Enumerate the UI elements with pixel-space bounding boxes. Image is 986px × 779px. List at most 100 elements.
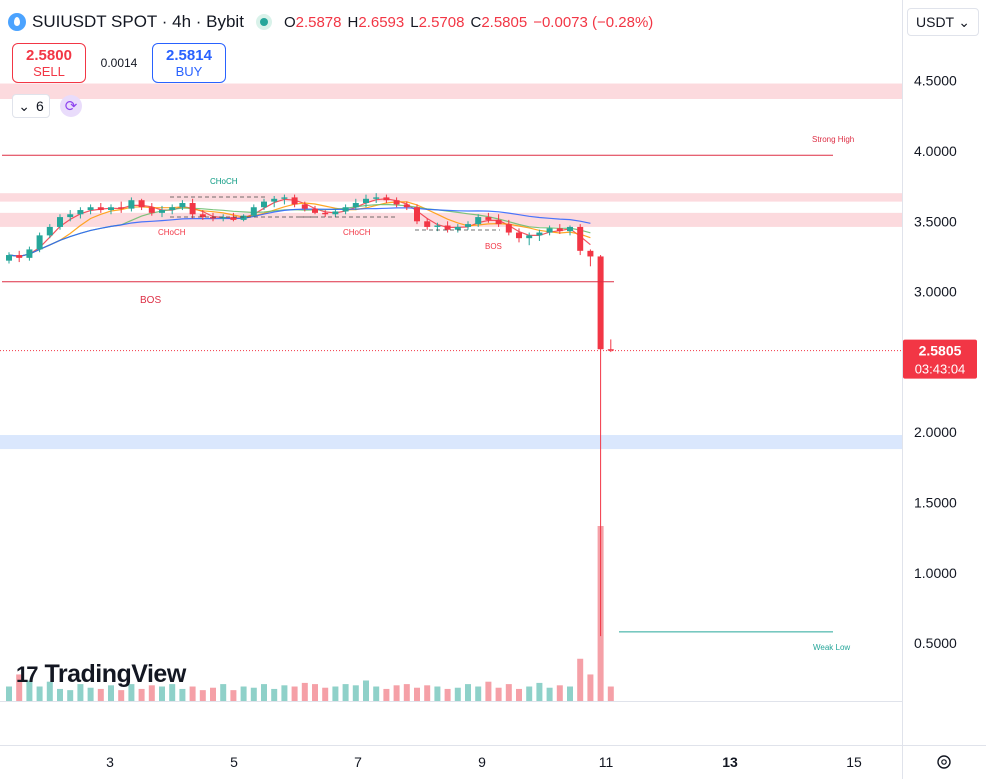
candle-body (271, 198, 278, 202)
candle-body (240, 215, 247, 220)
sell-button[interactable]: 2.5800 SELL (12, 43, 86, 83)
symbol-title[interactable]: SUIUSDT SPOT · 4h · Bybit (32, 12, 244, 31)
volume-bar (342, 684, 349, 701)
buy-button[interactable]: 2.5814 BUY (152, 43, 226, 83)
candle-body (138, 200, 145, 208)
price-tick-label: 3.5000 (914, 213, 957, 229)
chevron-down-icon: ⌄ (18, 97, 30, 114)
candle-body (352, 203, 359, 208)
tradingview-logo[interactable]: 17 TradingView (16, 660, 186, 689)
volume-bar (6, 686, 12, 701)
candle-body (383, 197, 390, 201)
candle-body (597, 256, 604, 350)
candle-body (57, 217, 63, 227)
candle-body (67, 214, 74, 218)
moving-average-blue (8, 207, 591, 258)
volume-bar (577, 658, 584, 701)
volume-bar (220, 684, 227, 701)
candle-body (220, 217, 227, 219)
candle-body (291, 197, 298, 205)
buy-price: 2.5814 (166, 47, 212, 64)
volume-bar (332, 686, 339, 701)
refresh-icon[interactable]: ⟳ (60, 95, 82, 117)
volume-bar (87, 687, 94, 701)
ohlc-open-value: 2.5878 (295, 13, 342, 31)
bos-annotation: BOS (485, 242, 502, 251)
candle-body (607, 349, 614, 351)
volume-bar (26, 680, 33, 701)
volume-bar (383, 688, 390, 701)
volume-bar (475, 686, 482, 701)
candle-body (6, 255, 12, 261)
volume-bar (373, 686, 380, 701)
volume-bar (46, 681, 53, 701)
candle-body (16, 255, 23, 258)
trade-panel: 2.5800 SELL 0.0014 2.5814 BUY (12, 43, 226, 83)
currency-select[interactable]: USDT ⌄ (907, 8, 979, 36)
volume-bar (526, 686, 533, 701)
volume-bar (352, 685, 359, 701)
market-status-icon[interactable] (255, 14, 272, 30)
volume-bar (434, 686, 441, 701)
volume-bar (291, 686, 298, 701)
volume-bar (169, 684, 176, 701)
candle-body (36, 235, 43, 250)
time-tick-label: 3 (106, 754, 114, 770)
current-price-badge (903, 339, 977, 379)
volume-bar (148, 685, 155, 701)
candle-body (301, 204, 308, 209)
price-tick-label: 1.5000 (914, 495, 957, 511)
candle-body (322, 212, 329, 215)
ohlc-low-value: 2.5708 (418, 13, 465, 31)
volume-bar (97, 688, 104, 701)
time-tick-label: 13 (722, 754, 738, 770)
buy-label: BUY (175, 64, 203, 79)
volume-bar (516, 688, 522, 701)
candle-body (485, 217, 492, 220)
settings-gear-icon[interactable] (937, 755, 951, 769)
volume-bar (414, 687, 420, 701)
choch-annotation: CHoCH (343, 228, 371, 237)
time-tick-label: 7 (354, 754, 362, 770)
volume-bar (556, 685, 563, 701)
candle-body (393, 200, 400, 205)
volume-bar (567, 686, 573, 701)
indicators-toggle[interactable]: ⌄ 6 (12, 94, 50, 118)
volume-bar (424, 685, 431, 701)
candle-body (77, 210, 84, 215)
sell-label: SELL (33, 64, 65, 79)
volume-bar (128, 684, 135, 701)
time-tick-label: 15 (846, 754, 862, 770)
candle-body (159, 210, 165, 213)
countdown-label: 03:43:04 (915, 362, 966, 377)
zone-supply (0, 193, 902, 202)
volume-bar (271, 688, 278, 701)
volume-bar (281, 685, 288, 701)
candle-body (526, 235, 533, 239)
ohlc-low-key: L (410, 13, 419, 31)
volume-bar (495, 687, 502, 701)
candle-body (454, 226, 461, 230)
volume-bar (159, 686, 165, 701)
ohlc-open-key: O (283, 13, 296, 31)
time-tick-label: 11 (599, 754, 614, 770)
volume-bar (393, 685, 400, 701)
volume-bar (16, 674, 23, 701)
volume-bar (240, 686, 247, 701)
currency-label: USDT (916, 14, 955, 30)
current-price-label: 2.5805 (919, 343, 962, 359)
candle-body (261, 201, 267, 208)
volume-bar (250, 687, 257, 701)
candle-body (444, 225, 451, 230)
candle-body (587, 250, 594, 257)
chevron-down-icon: ⌄ (958, 13, 970, 30)
volume-bar (322, 687, 329, 701)
price-tick-label: 2.0000 (914, 424, 957, 440)
volume-bar (536, 682, 543, 701)
bos-label: BOS (140, 295, 161, 306)
volume-bar (403, 684, 410, 701)
indicator-bar: ⌄ 6 ⟳ (12, 94, 82, 118)
choch-annotation: CHoCH (158, 228, 186, 237)
volume-bar (230, 690, 237, 701)
